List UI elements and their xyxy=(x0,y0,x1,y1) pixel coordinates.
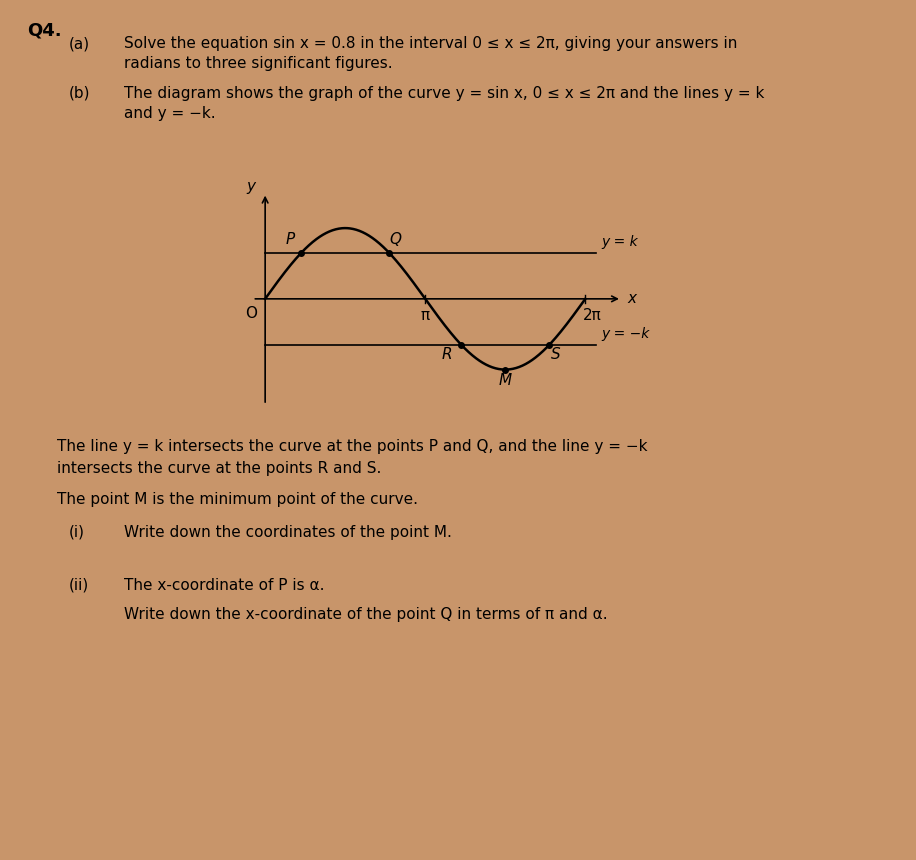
Text: Write down the x-coordinate of the point Q in terms of π and α.: Write down the x-coordinate of the point… xyxy=(124,607,607,622)
Text: Q: Q xyxy=(389,231,401,247)
Text: P: P xyxy=(286,231,295,247)
Text: intersects the curve at the points R and S.: intersects the curve at the points R and… xyxy=(57,461,381,476)
Text: and y = −k.: and y = −k. xyxy=(124,106,215,120)
Text: Q4.: Q4. xyxy=(27,22,62,40)
Text: y = −k: y = −k xyxy=(602,327,649,341)
Text: (a): (a) xyxy=(69,36,90,51)
Text: S: S xyxy=(551,347,561,362)
Text: The line y = k intersects the curve at the points P and Q, and the line y = −k: The line y = k intersects the curve at t… xyxy=(57,439,648,453)
Text: x: x xyxy=(627,292,636,306)
Text: π: π xyxy=(420,308,430,323)
Text: y: y xyxy=(246,179,256,194)
Text: The point M is the minimum point of the curve.: The point M is the minimum point of the … xyxy=(57,492,418,507)
Text: R: R xyxy=(442,347,453,362)
Text: Solve the equation sin x = 0.8 in the interval 0 ≤ x ≤ 2π, giving your answers i: Solve the equation sin x = 0.8 in the in… xyxy=(124,36,737,51)
Text: O: O xyxy=(245,306,256,321)
Text: (b): (b) xyxy=(69,86,90,101)
Text: Write down the coordinates of the point M.: Write down the coordinates of the point … xyxy=(124,525,452,539)
Text: The diagram shows the graph of the curve y = sin x, 0 ≤ x ≤ 2π and the lines y =: The diagram shows the graph of the curve… xyxy=(124,86,764,101)
Text: 2π: 2π xyxy=(583,308,602,323)
Text: radians to three significant figures.: radians to three significant figures. xyxy=(124,56,392,71)
Text: The x-coordinate of P is α.: The x-coordinate of P is α. xyxy=(124,578,324,593)
Text: (i): (i) xyxy=(69,525,84,539)
Text: y = k: y = k xyxy=(602,235,638,249)
Text: (ii): (ii) xyxy=(69,578,89,593)
Text: M: M xyxy=(498,373,512,388)
